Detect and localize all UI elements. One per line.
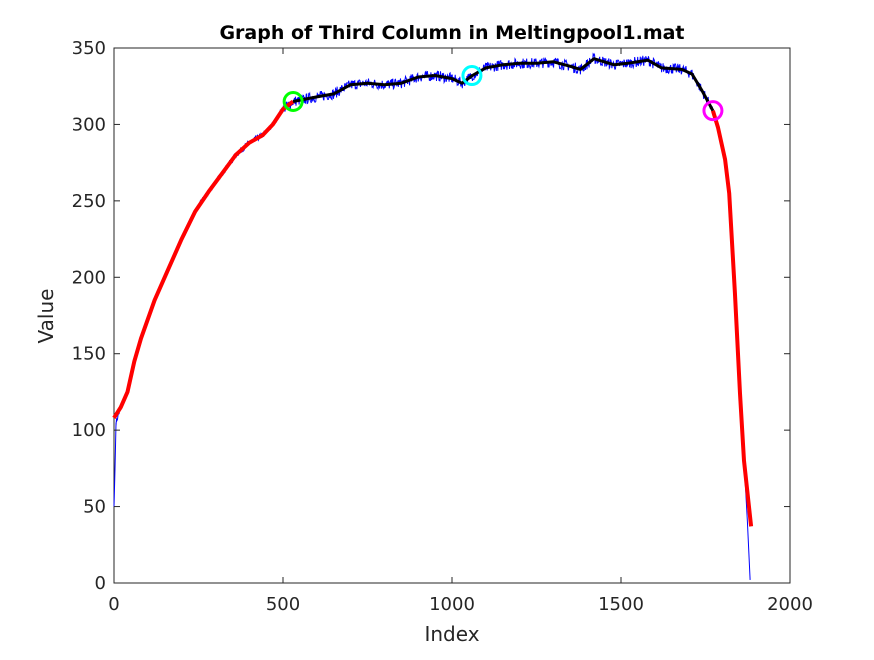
x-tick-label: 500 (266, 594, 300, 615)
series-fit-plateau-line (292, 57, 715, 112)
x-tick-label: 2000 (767, 594, 813, 615)
x-tick-label: 1500 (598, 594, 644, 615)
series-fit-fall-line (710, 110, 754, 527)
y-tick-label: 100 (72, 420, 106, 441)
marker-circle-0 (282, 91, 304, 112)
y-tick-label: 0 (95, 573, 106, 594)
x-tick-label: 0 (108, 594, 119, 615)
axes-box (113, 47, 791, 584)
y-tick-label: 250 (72, 191, 106, 212)
y-axis-label: Value (34, 289, 58, 344)
chart-title: Graph of Third Column in Meltingpool1.ma… (219, 22, 684, 44)
marker-circle-1 (461, 65, 483, 87)
marker-circle-2 (702, 100, 724, 122)
series-fit-rise-line (112, 99, 295, 419)
x-tick-label: 1000 (429, 594, 475, 615)
y-tick-label: 50 (83, 497, 106, 518)
x-axis-label: Index (424, 622, 479, 646)
y-tick-label: 300 (72, 114, 106, 135)
y-tick-label: 350 (72, 38, 106, 59)
y-tick-label: 150 (72, 344, 106, 365)
y-tick-label: 200 (72, 267, 106, 288)
axis-ticks: 0 500 1000 1500 2000 0 50 100 150 200 250 300 350 (72, 38, 813, 615)
plot-area (112, 47, 791, 584)
